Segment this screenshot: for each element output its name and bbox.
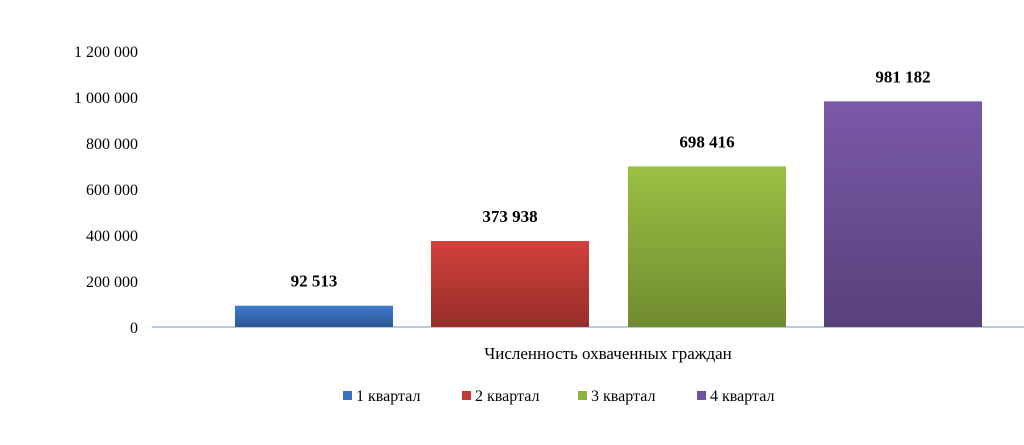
legend-swatch [343,391,352,400]
legend-label: 2 квартал [475,388,539,405]
data-label-1: 92 513 [291,272,338,291]
data-labels-group: 92 513 373 938 698 416 981 182 [291,67,931,290]
data-label-3: 698 416 [679,132,734,151]
bar-3 [628,166,786,327]
legend-label: 4 квартал [710,388,774,405]
y-tick-label: 1 200 000 [74,44,138,61]
legend-swatch [697,391,706,400]
legend-item-2: 2 квартал [462,388,539,405]
legend-item-1: 1 квартал [343,388,420,405]
legend-swatch [578,391,587,400]
y-tick-label: 800 000 [86,136,138,153]
legend: 1 квартал 2 квартал 3 квартал 4 квартал [343,388,774,405]
y-tick-label: 400 000 [86,228,138,245]
legend-item-4: 4 квартал [697,388,774,405]
data-label-2: 373 938 [482,207,537,226]
data-label-4: 981 182 [875,67,930,86]
y-tick-label: 200 000 [86,274,138,291]
bars-group [235,101,982,327]
bar-1 [235,305,393,327]
x-category-label: Численность охваченных граждан [484,344,732,363]
bar-4 [824,101,982,327]
legend-label: 3 квартал [591,388,655,405]
legend-label: 1 квартал [356,388,420,405]
legend-item-3: 3 квартал [578,388,655,405]
y-tick-label: 0 [130,320,138,337]
y-tick-label: 1 000 000 [74,90,138,107]
bar-2 [431,240,589,327]
y-axis: 0 200 000 400 000 600 000 800 000 1 000 000 1 … [74,44,138,337]
legend-swatch [462,391,471,400]
y-tick-label: 600 000 [86,182,138,199]
